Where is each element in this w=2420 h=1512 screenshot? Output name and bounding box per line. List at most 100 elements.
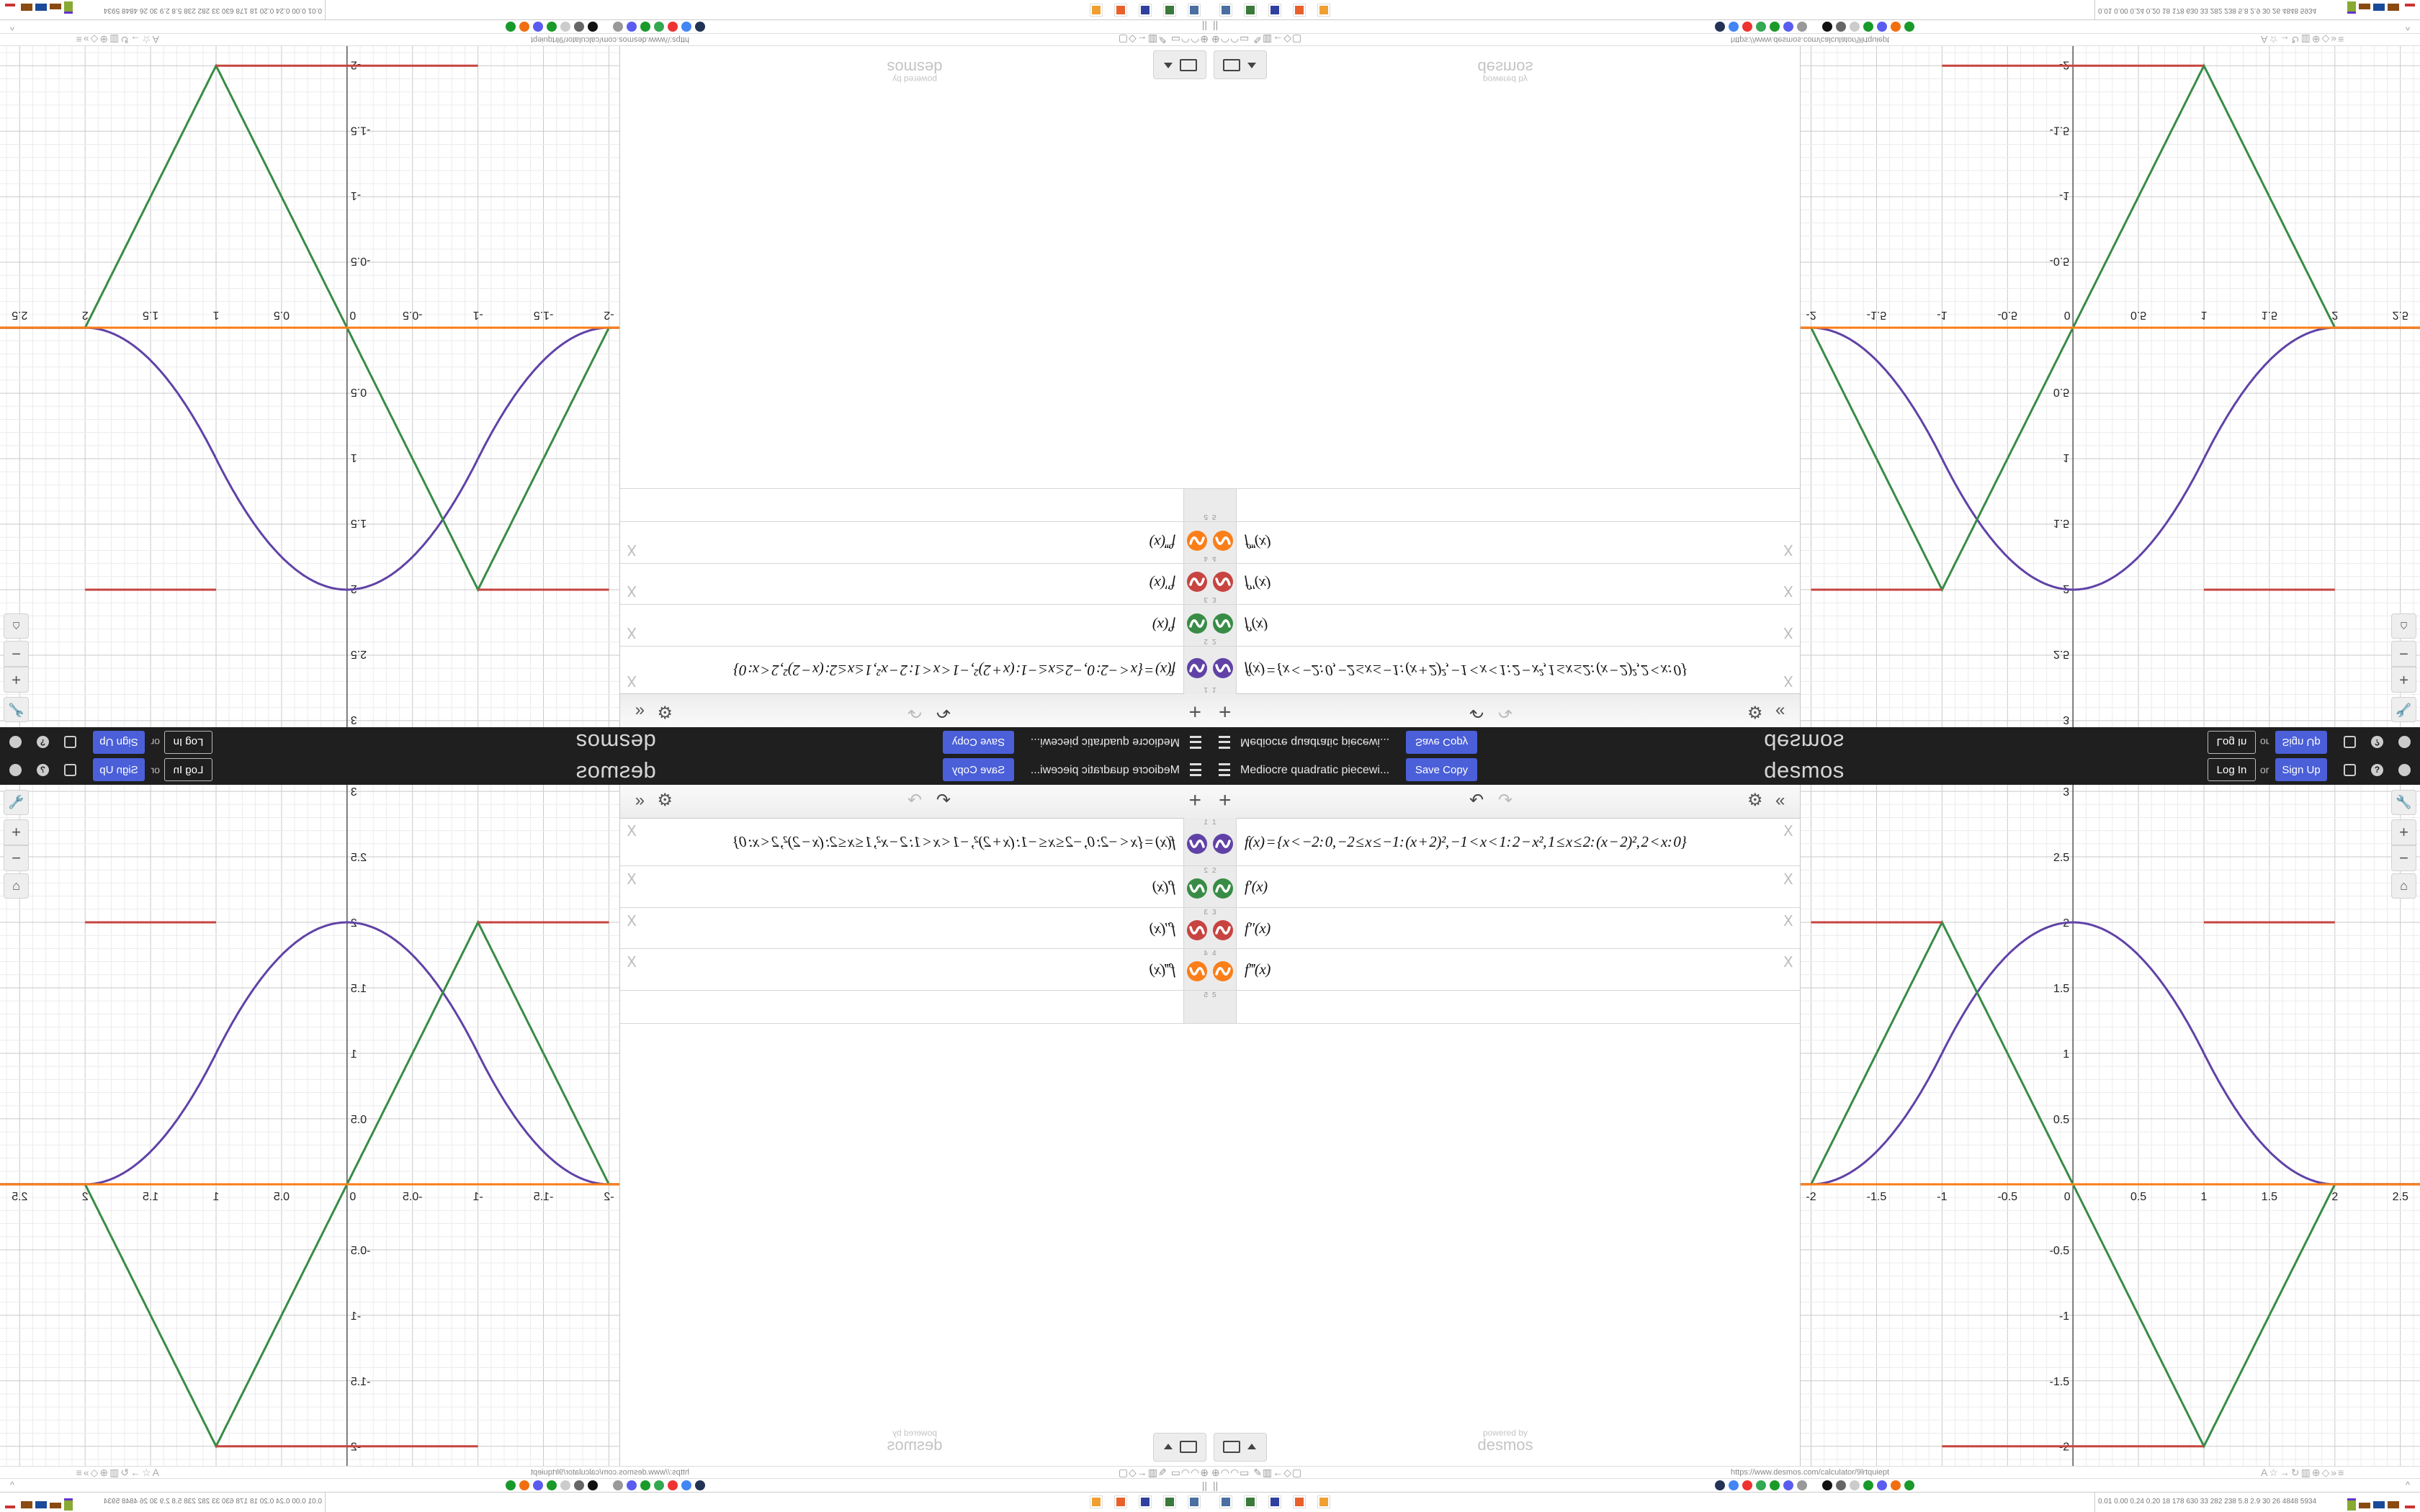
graph-title[interactable]: Mediocre quadratic piecewi...: [1030, 764, 1180, 776]
bookmark-icon[interactable]: [1729, 22, 1739, 32]
expression-row[interactable]: 4 f‴(x) X: [1210, 521, 1800, 563]
curve-color-toggle-icon[interactable]: [1187, 834, 1207, 854]
graph-settings-wrench-icon[interactable]: 🔧: [2391, 697, 2416, 722]
expression-row[interactable]: 5: [620, 991, 1210, 1024]
bookmark-icon[interactable]: [1756, 22, 1766, 32]
bookmark-icon[interactable]: [695, 22, 705, 32]
bookmark-icon[interactable]: [681, 1480, 691, 1490]
settings-gear-icon[interactable]: ⚙: [657, 791, 673, 810]
sign-up-button[interactable]: Sign Up: [93, 731, 145, 754]
delete-expression-icon[interactable]: X: [627, 953, 637, 971]
url-bar-left-icons[interactable]: ⊕◠◠▭ ✎▥←◇▢: [1211, 1467, 1303, 1478]
undo-button[interactable]: ↶: [1469, 702, 1484, 721]
bookmark-icon[interactable]: [1891, 22, 1901, 32]
curve-color-toggle-icon[interactable]: [1187, 658, 1207, 678]
globe-icon[interactable]: [2398, 736, 2411, 748]
zoom-out-button[interactable]: −: [4, 641, 29, 667]
expression-row[interactable]: 1 f(x) = {x < −2: 0, −2 ≤ x ≤ −1: (x + 2)…: [620, 818, 1210, 866]
keyboard-toggle-button[interactable]: [1214, 50, 1267, 79]
expression-input[interactable]: f′(x): [1245, 617, 1268, 634]
delete-expression-icon[interactable]: X: [1783, 582, 1793, 600]
bookmark-icon[interactable]: [1729, 1480, 1739, 1490]
share-icon[interactable]: [64, 764, 76, 776]
keyboard-toggle-button[interactable]: [1153, 50, 1206, 79]
settings-gear-icon[interactable]: ⚙: [1747, 702, 1763, 721]
taskbar-app-icon[interactable]: [1293, 1495, 1306, 1508]
zoom-out-button[interactable]: −: [2391, 845, 2416, 871]
bookmark-icon[interactable]: [668, 22, 678, 32]
graph-title[interactable]: Mediocre quadratic piecewi...: [1240, 764, 1390, 776]
taskbar-app-icon[interactable]: [1163, 1495, 1176, 1508]
taskbar-app-icon[interactable]: [1090, 4, 1103, 17]
expression-input[interactable]: f(x) = {x < −2: 0, −2 ≤ x ≤ −1: (x + 2)²…: [733, 662, 1175, 679]
taskbar-app-icon[interactable]: [1293, 4, 1306, 17]
bookmark-icon[interactable]: [1836, 1480, 1846, 1490]
bookmark-icon[interactable]: [1797, 22, 1807, 32]
graph-title[interactable]: Mediocre quadratic piecewi...: [1030, 736, 1180, 748]
keyboard-toggle-button[interactable]: [1153, 1433, 1206, 1462]
home-zoom-button[interactable]: ⌂: [4, 873, 29, 899]
bookmark-icon[interactable]: [1850, 22, 1860, 32]
taskbar-app-icon[interactable]: [1244, 4, 1257, 17]
expression-row[interactable]: 1 f(x) = {x < −2: 0, −2 ≤ x ≤ −1: (x + 2)…: [1210, 646, 1800, 694]
url-bar[interactable]: ⊕◠◠▭ ✎▥←◇▢ https://www.desmos.com/calcul…: [1210, 1466, 2420, 1479]
hamburger-icon[interactable]: [1219, 763, 1230, 776]
taskbar-app-icon[interactable]: [1317, 1495, 1330, 1508]
expression-input[interactable]: f‴(x): [1245, 534, 1270, 552]
log-in-button[interactable]: Log In: [2208, 758, 2256, 781]
bookmark-icon[interactable]: [1783, 22, 1793, 32]
expression-input[interactable]: f″(x): [1150, 575, 1175, 593]
taskbar-app-icon[interactable]: [1090, 1495, 1103, 1508]
browser-nav-icons[interactable]: A☆→↻▥⊕◇»≡: [2261, 1467, 2346, 1478]
redo-button[interactable]: ↷: [1498, 791, 1513, 810]
taskbar-app-icon[interactable]: [1163, 4, 1176, 17]
bookmark-icon[interactable]: [533, 1480, 543, 1490]
bookmark-icon[interactable]: [1891, 1480, 1901, 1490]
delete-expression-icon[interactable]: X: [627, 870, 637, 888]
hamburger-icon[interactable]: [1190, 736, 1201, 749]
bookmark-icon[interactable]: [1715, 1480, 1725, 1490]
delete-expression-icon[interactable]: X: [627, 672, 637, 690]
chevron-up-icon[interactable]: ^: [9, 22, 14, 32]
zoom-out-button[interactable]: −: [2391, 641, 2416, 667]
bookmark-icon[interactable]: [1822, 1480, 1832, 1490]
url-text[interactable]: https://www.desmos.com/calculator/9lrtqu…: [1731, 1468, 1890, 1477]
help-icon[interactable]: ?: [37, 764, 49, 776]
url-bar-left-icons[interactable]: ⊕◠◠▭ ✎▥←◇▢: [1211, 34, 1303, 45]
bookmark-icon[interactable]: [519, 1480, 529, 1490]
taskbar-app-icon[interactable]: [1114, 4, 1127, 17]
graph-canvas[interactable]: -2-1.5-1-0.500.511.522.532.521.510.5-0.5…: [0, 46, 619, 727]
collapse-panel-button[interactable]: «: [635, 791, 645, 810]
undo-button[interactable]: ↶: [1469, 791, 1484, 810]
graph-settings-wrench-icon[interactable]: 🔧: [2391, 790, 2416, 815]
bookmark-icon[interactable]: [627, 22, 637, 32]
graph-title[interactable]: Mediocre quadratic piecewi...: [1240, 736, 1390, 748]
expression-row[interactable]: 5: [1210, 991, 1800, 1024]
curve-color-toggle-icon[interactable]: [1213, 658, 1233, 678]
delete-expression-icon[interactable]: X: [627, 541, 637, 559]
url-bar[interactable]: ⊕◠◠▭ ✎▥←◇▢ https://www.desmos.com/calcul…: [0, 1466, 1210, 1479]
browser-nav-icons[interactable]: A☆→↻▥⊕◇»≡: [2261, 34, 2346, 45]
bookmark-icon[interactable]: [640, 1480, 650, 1490]
keyboard-toggle-button[interactable]: [1214, 1433, 1267, 1462]
bookmark-icon[interactable]: [654, 1480, 664, 1490]
bookmark-icon[interactable]: [1822, 22, 1832, 32]
bookmark-icon[interactable]: [1797, 1480, 1807, 1490]
bookmark-icon[interactable]: [574, 1480, 584, 1490]
add-expression-button[interactable]: +: [1219, 700, 1232, 724]
expression-row[interactable]: 2 f′(x) X: [1210, 604, 1800, 646]
globe-icon[interactable]: [9, 736, 22, 748]
bookmark-icon[interactable]: [506, 22, 516, 32]
graph-settings-wrench-icon[interactable]: 🔧: [4, 697, 29, 722]
undo-button[interactable]: ↶: [936, 791, 951, 810]
expression-row[interactable]: 4 f‴(x) X: [620, 521, 1210, 563]
expression-row[interactable]: 5: [1210, 488, 1800, 521]
graph-settings-wrench-icon[interactable]: 🔧: [4, 790, 29, 815]
delete-expression-icon[interactable]: X: [1783, 870, 1793, 888]
taskbar-app-icon[interactable]: [1317, 4, 1330, 17]
curve-color-toggle-icon[interactable]: [1187, 920, 1207, 940]
curve-color-toggle-icon[interactable]: [1187, 613, 1207, 634]
redo-button[interactable]: ↷: [907, 791, 922, 810]
expression-input[interactable]: f(x) = {x < −2: 0, −2 ≤ x ≤ −1: (x + 2)²…: [1245, 662, 1687, 679]
